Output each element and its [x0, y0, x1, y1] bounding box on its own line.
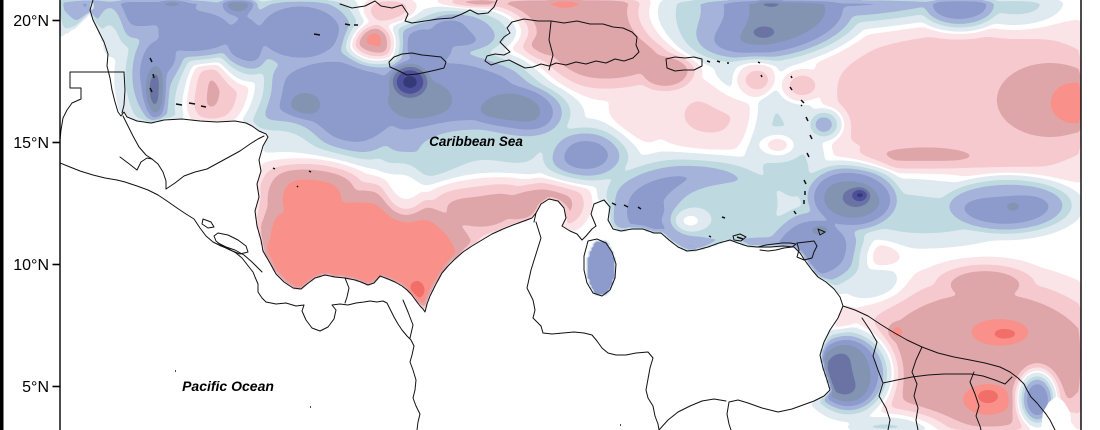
svg-text:20°N: 20°N [13, 13, 49, 30]
svg-text:Caribbean Sea: Caribbean Sea [429, 134, 523, 149]
svg-text:Pacific Ocean: Pacific Ocean [182, 378, 274, 394]
svg-text:10°N: 10°N [13, 257, 49, 274]
svg-text:5°N: 5°N [22, 379, 49, 396]
svg-text:15°N: 15°N [13, 135, 49, 152]
